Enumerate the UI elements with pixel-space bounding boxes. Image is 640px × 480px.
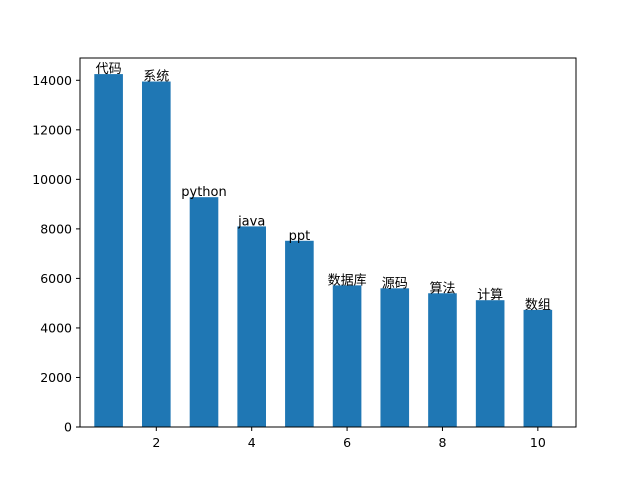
bar-label: java xyxy=(237,214,265,229)
bar-label: 源码 xyxy=(382,276,408,291)
bar-label: python xyxy=(181,185,226,200)
y-tick-label: 4000 xyxy=(40,320,72,335)
bar-label: 代码 xyxy=(96,62,122,77)
bar xyxy=(142,81,171,427)
y-tick-label: 8000 xyxy=(40,221,72,236)
bar xyxy=(380,288,410,427)
bar xyxy=(332,285,362,427)
y-tick-label: 2000 xyxy=(40,370,72,385)
bar xyxy=(475,300,505,427)
bar xyxy=(428,293,457,427)
bar-label: ppt xyxy=(289,229,311,244)
bar-label: 系统 xyxy=(143,70,169,85)
x-tick-label: 8 xyxy=(438,435,446,450)
x-tick-label: 6 xyxy=(343,435,351,450)
x-tick-label: 2 xyxy=(152,435,160,450)
y-tick-label: 6000 xyxy=(40,271,72,286)
bar-labels-group: 代码系统 python java ppt 数据库 源码 算法 计算数组 xyxy=(96,62,551,313)
bar xyxy=(285,240,314,427)
bar-label: 算法 xyxy=(429,281,455,296)
x-tick-label: 10 xyxy=(530,435,546,450)
y-axis: 0 2000 4000 6000 8000 10000 12000 14000 xyxy=(32,73,80,435)
x-axis: 2 4 6 8 10 xyxy=(152,427,546,450)
bar xyxy=(237,226,266,427)
bar xyxy=(189,197,219,427)
bar xyxy=(523,309,553,427)
y-tick-label: 14000 xyxy=(32,73,72,88)
bar-label: 数据库 xyxy=(328,272,367,288)
bar-label: 数组 xyxy=(525,298,551,313)
y-tick-label: 0 xyxy=(64,420,72,435)
bar xyxy=(94,74,123,427)
y-tick-label: 10000 xyxy=(32,172,72,187)
plot-frame xyxy=(79,57,577,428)
x-tick-label: 4 xyxy=(248,435,256,450)
bars-group xyxy=(94,74,553,427)
y-tick-label: 12000 xyxy=(32,122,72,137)
bar-label: 计算 xyxy=(477,288,503,303)
